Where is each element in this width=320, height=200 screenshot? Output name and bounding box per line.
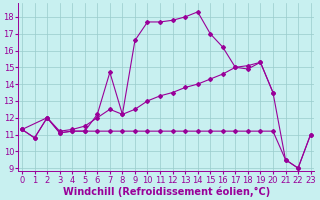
X-axis label: Windchill (Refroidissement éolien,°C): Windchill (Refroidissement éolien,°C): [63, 186, 270, 197]
